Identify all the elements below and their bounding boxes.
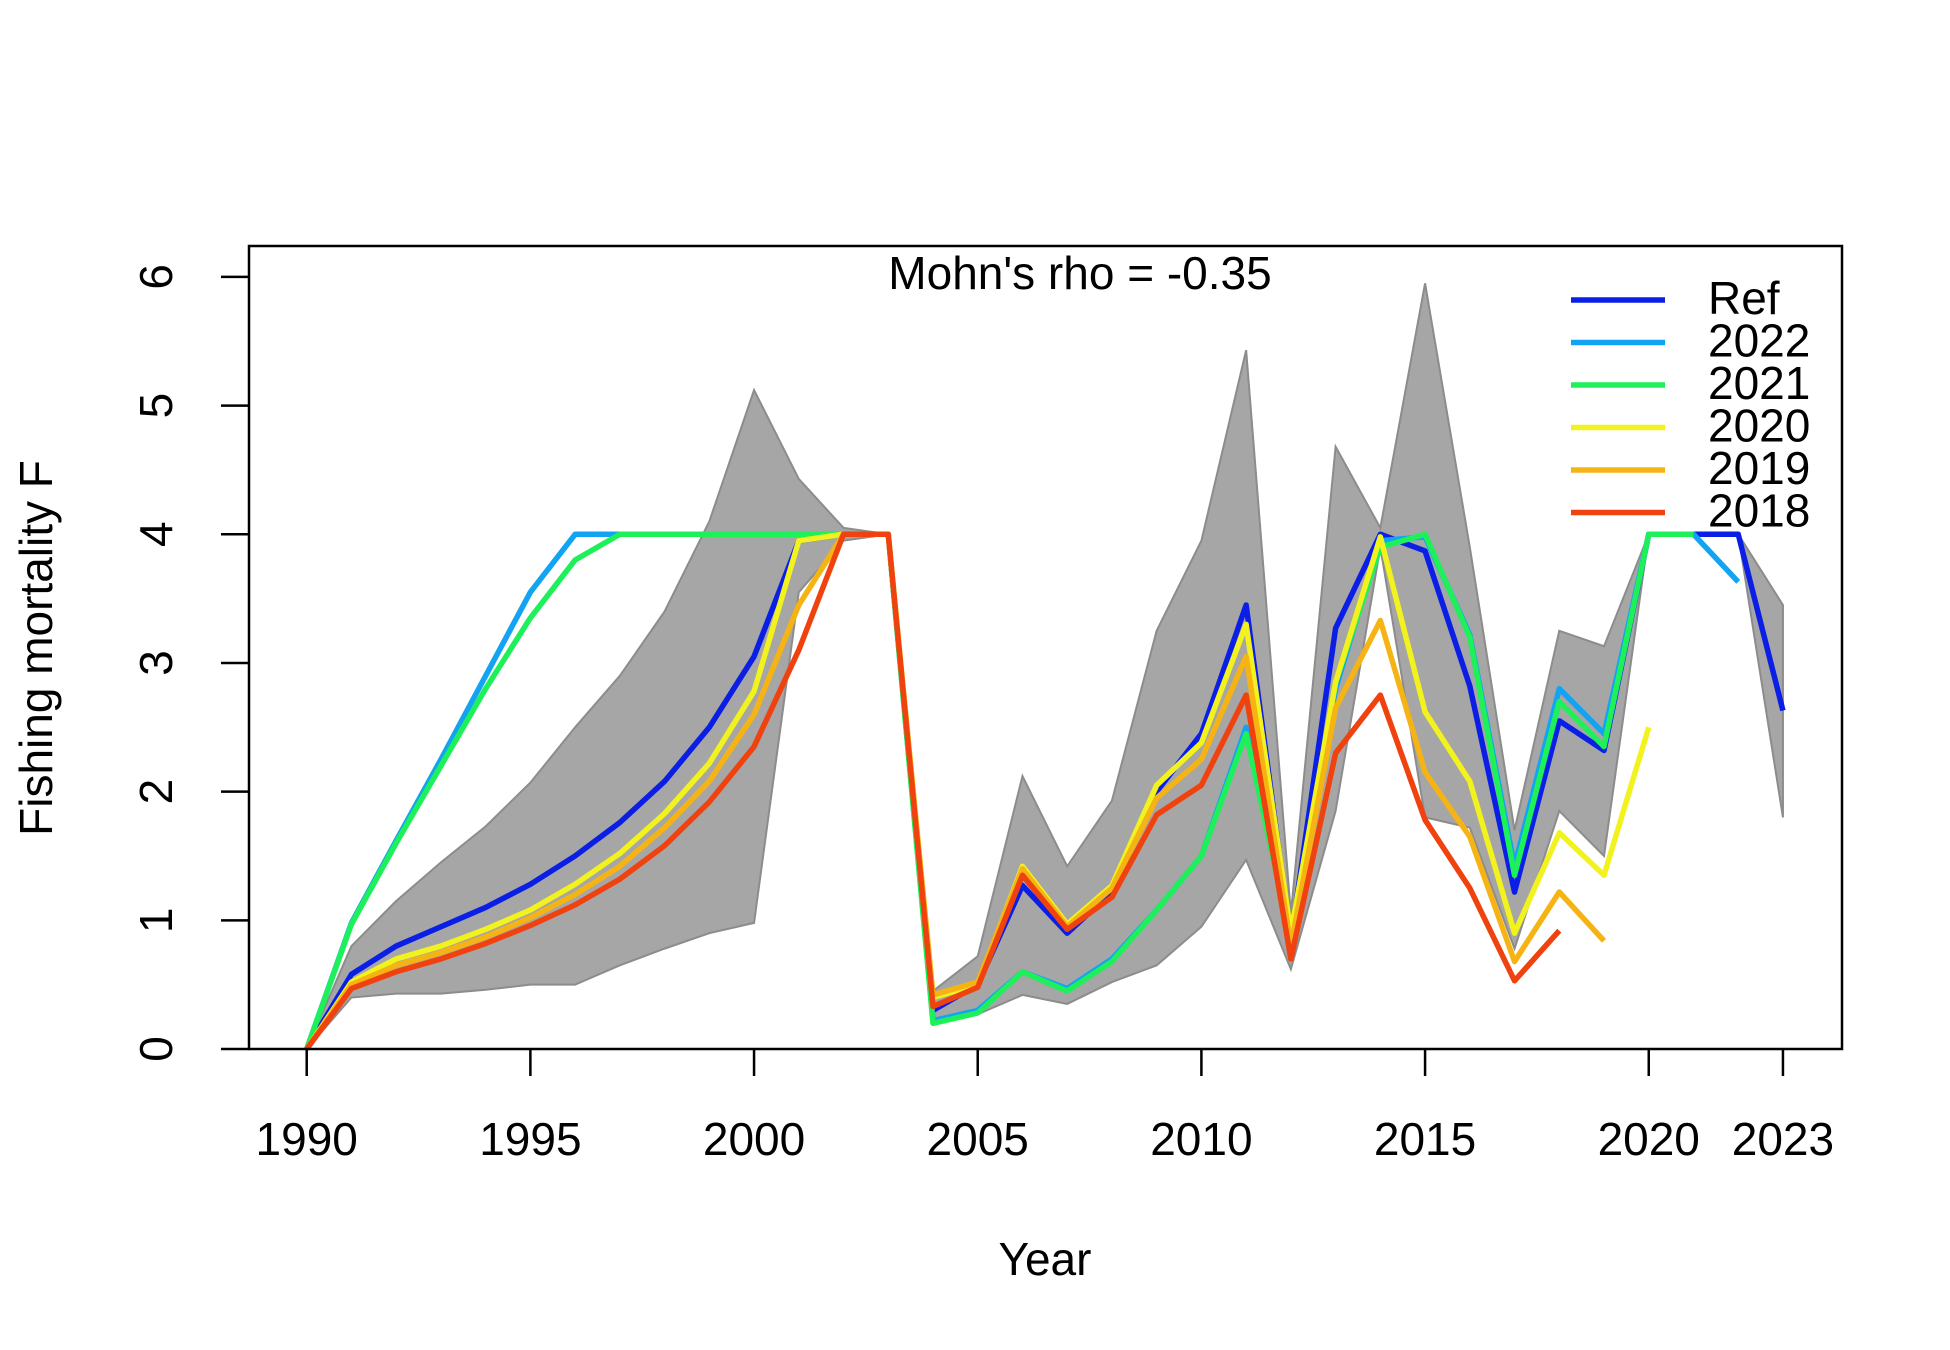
series-line: [304, 531, 1786, 1051]
x-axis-label: Year: [999, 1233, 1092, 1285]
y-tick-label: 4: [130, 521, 182, 547]
legend-label: 2021: [1708, 357, 1810, 409]
y-tick-label: 0: [130, 1036, 182, 1062]
y-tick-label: 2: [130, 779, 182, 805]
x-tick-label: 1995: [479, 1113, 581, 1165]
x-tick-label: 2000: [703, 1113, 805, 1165]
x-tick-label: 2020: [1598, 1113, 1700, 1165]
legend-label: Ref: [1708, 272, 1780, 324]
legend-label: 2020: [1708, 400, 1810, 452]
x-tick-label: 2015: [1374, 1113, 1476, 1165]
x-tick-label: 2010: [1150, 1113, 1252, 1165]
annotation: Mohn's rho = -0.35: [888, 247, 1271, 299]
y-tick-label: 1: [130, 908, 182, 934]
series-line: [304, 531, 1694, 1050]
legend-label: 2018: [1708, 485, 1810, 537]
y-axis-label: Fishing mortality F: [10, 460, 62, 836]
x-tick-label: 1990: [256, 1113, 358, 1165]
y-tick-label: 5: [130, 393, 182, 419]
confidence-band: [305, 283, 1784, 1050]
series-line: [304, 531, 1607, 1051]
legend-label: 2022: [1708, 315, 1810, 367]
y-tick-label: 6: [130, 264, 182, 290]
x-tick-label: 2023: [1732, 1113, 1834, 1165]
x-tick-label: 2005: [927, 1113, 1029, 1165]
plot-box: [247, 244, 1844, 1051]
legend-label: 2019: [1708, 442, 1810, 494]
y-tick-label: 3: [130, 650, 182, 676]
series-line: [304, 531, 1562, 1051]
